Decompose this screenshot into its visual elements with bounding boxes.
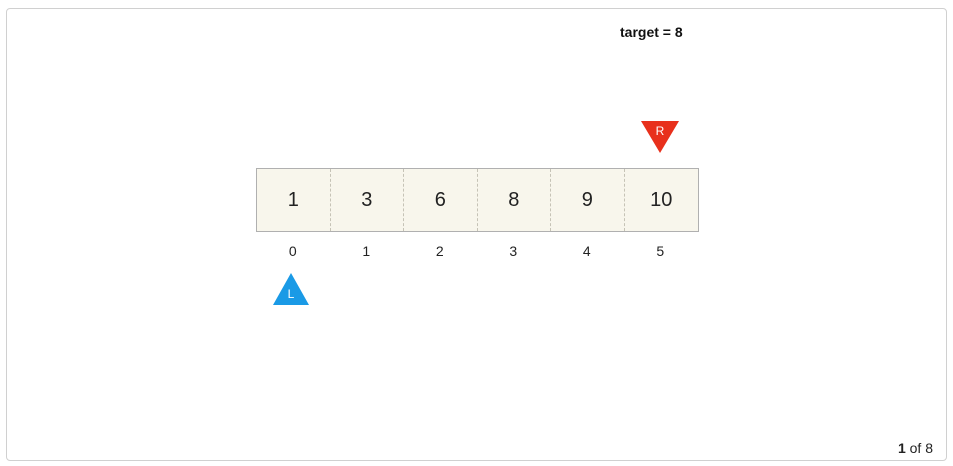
right-pointer-triangle-icon (641, 121, 679, 153)
index-label-2: 2 (435, 243, 444, 259)
left-pointer-triangle-icon (273, 273, 309, 305)
array: 1 3 6 8 9 10 (256, 168, 699, 232)
step-counter: 1 of 8 (898, 440, 933, 456)
right-pointer-label: R (655, 124, 665, 138)
left-pointer: L (273, 273, 309, 305)
index-label-4: 4 (582, 243, 591, 259)
array-cell-2: 6 (404, 169, 478, 231)
step-total: of 8 (909, 440, 933, 456)
index-label-5: 5 (656, 243, 665, 259)
array-cell-0: 1 (257, 169, 331, 231)
index-label-1: 1 (362, 243, 371, 259)
index-label-3: 3 (509, 243, 518, 259)
index-label-0: 0 (288, 243, 297, 259)
step-current: 1 (897, 440, 906, 456)
visualization-panel (6, 8, 947, 461)
array-cell-3: 8 (478, 169, 551, 231)
right-pointer: R (641, 121, 679, 153)
left-pointer-label: L (287, 287, 295, 301)
array-cell-5: 10 (650, 188, 673, 211)
target-label: target = 8 (620, 24, 683, 40)
array-cell-4: 9 (551, 169, 625, 231)
array-cell-1: 3 (331, 169, 404, 231)
